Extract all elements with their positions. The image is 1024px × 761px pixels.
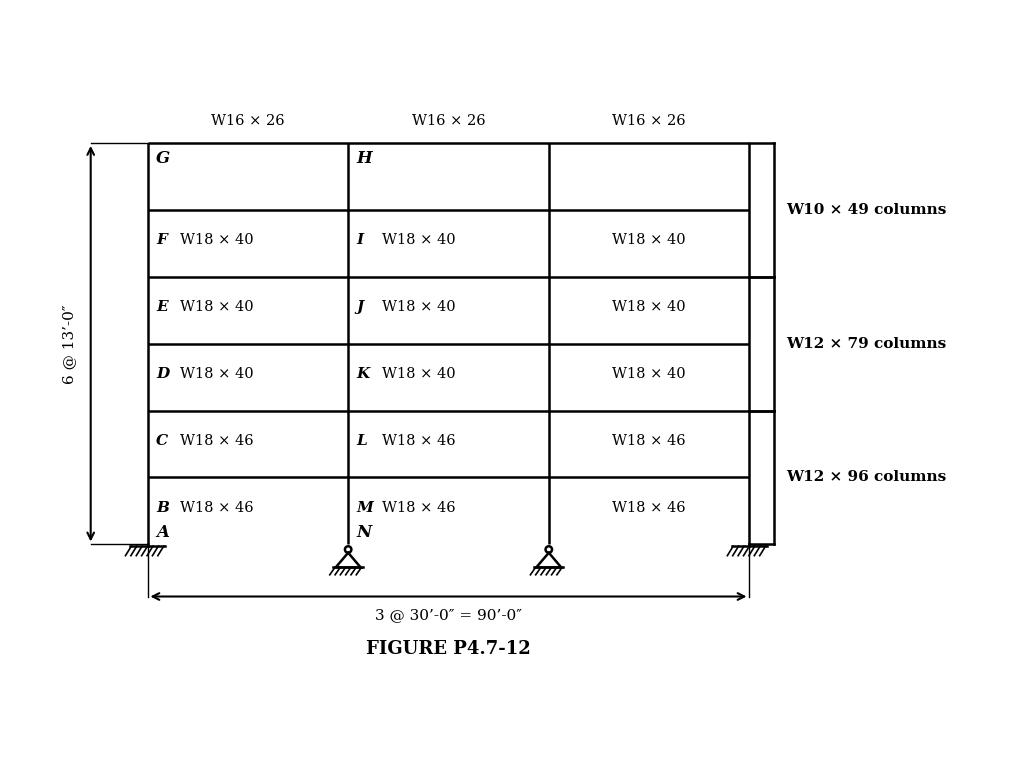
Text: W16 × 26: W16 × 26 — [211, 114, 285, 129]
Text: A: A — [157, 524, 169, 541]
Text: N: N — [356, 524, 372, 541]
Text: F: F — [157, 233, 167, 247]
Text: B: B — [157, 501, 169, 514]
Text: W18 × 40: W18 × 40 — [612, 300, 686, 314]
Text: G: G — [157, 150, 170, 167]
Text: M: M — [356, 501, 374, 514]
Text: W18 × 46: W18 × 46 — [612, 434, 686, 447]
Text: C: C — [157, 434, 168, 447]
Text: W18 × 40: W18 × 40 — [179, 300, 253, 314]
Text: W18 × 46: W18 × 46 — [179, 501, 253, 514]
Text: W16 × 26: W16 × 26 — [412, 114, 485, 129]
Text: 3 @ 30’-0″ = 90’-0″: 3 @ 30’-0″ = 90’-0″ — [375, 609, 522, 622]
Text: W18 × 46: W18 × 46 — [612, 501, 686, 514]
Text: W18 × 46: W18 × 46 — [382, 434, 456, 447]
Text: W12 × 96 columns: W12 × 96 columns — [786, 470, 946, 485]
Text: W18 × 40: W18 × 40 — [179, 367, 253, 380]
Text: W18 × 40: W18 × 40 — [612, 367, 686, 380]
Text: W16 × 26: W16 × 26 — [612, 114, 686, 129]
Text: L: L — [356, 434, 368, 447]
Text: W18 × 40: W18 × 40 — [382, 367, 456, 380]
Text: K: K — [356, 367, 370, 380]
Text: I: I — [356, 233, 364, 247]
Text: W18 × 40: W18 × 40 — [179, 233, 253, 247]
Text: 6 @ 13’-0″: 6 @ 13’-0″ — [62, 304, 77, 384]
Text: W18 × 40: W18 × 40 — [382, 233, 456, 247]
Text: W18 × 40: W18 × 40 — [382, 300, 456, 314]
Text: J: J — [356, 300, 365, 314]
Text: W18 × 46: W18 × 46 — [382, 501, 456, 514]
Text: W18 × 40: W18 × 40 — [612, 233, 686, 247]
Text: W10 × 49 columns: W10 × 49 columns — [786, 203, 946, 217]
Text: H: H — [356, 150, 373, 167]
Text: E: E — [157, 300, 168, 314]
Text: D: D — [157, 367, 170, 380]
Text: W12 × 79 columns: W12 × 79 columns — [786, 336, 946, 351]
Text: FIGURE P4.7-12: FIGURE P4.7-12 — [367, 640, 530, 658]
Text: W18 × 46: W18 × 46 — [179, 434, 253, 447]
